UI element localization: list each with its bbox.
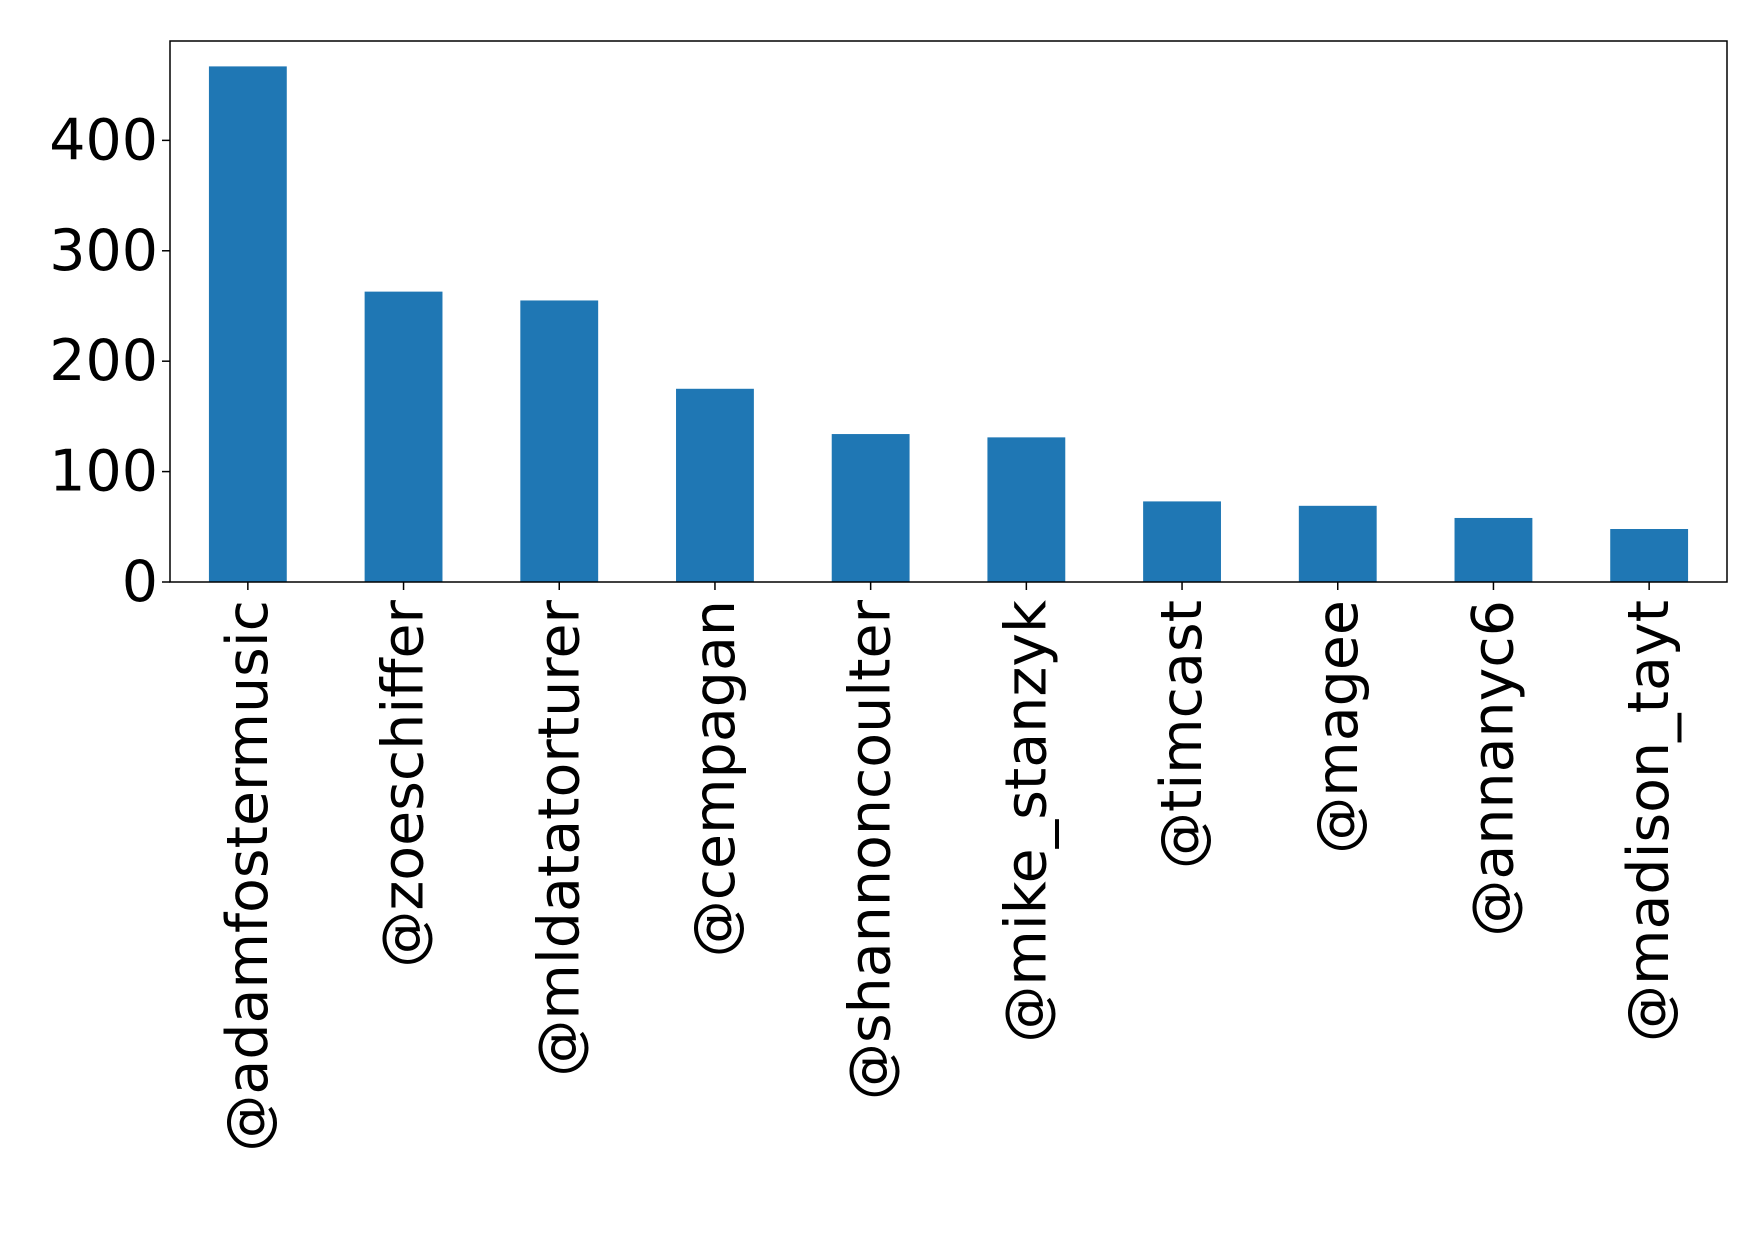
bar — [1298, 505, 1377, 582]
bar — [208, 66, 287, 583]
bar — [1454, 517, 1533, 582]
x-tick-label: @zoeschiffer — [371, 599, 437, 967]
y-tick-label: 200 — [49, 328, 158, 394]
x-tick-label: @cempagan — [682, 600, 748, 957]
y-axis: 0 100 200 300 400 — [49, 107, 170, 615]
y-tick-label: 300 — [49, 218, 158, 284]
y-tick-label: 400 — [49, 107, 158, 173]
bar — [676, 388, 754, 582]
bar — [1143, 501, 1221, 582]
bar — [1610, 529, 1689, 582]
plot-frame — [169, 40, 1728, 583]
bar — [520, 300, 599, 582]
bars-group — [208, 66, 1689, 583]
x-axis: @adamfostermusic @zoeschiffer @mldatatortu… — [215, 582, 1682, 1152]
bar — [831, 434, 910, 582]
x-tick-label: @adamfostermusic — [215, 600, 281, 1152]
y-tick-label: 100 — [49, 439, 158, 505]
x-tick-label: @mldatatorturer — [526, 599, 592, 1076]
bar — [987, 437, 1066, 582]
x-tick-label: @mike_stanzyk — [993, 600, 1059, 1043]
x-tick-label: @shannoncoulter — [838, 599, 904, 1100]
bar — [364, 291, 443, 582]
x-tick-label: @timcast — [1149, 600, 1215, 869]
y-tick-label: 0 — [122, 549, 158, 615]
x-tick-label: @annanyc6 — [1460, 600, 1526, 937]
x-tick-label: @madison_tayt — [1616, 600, 1682, 1042]
x-tick-label: @magee — [1305, 600, 1371, 854]
